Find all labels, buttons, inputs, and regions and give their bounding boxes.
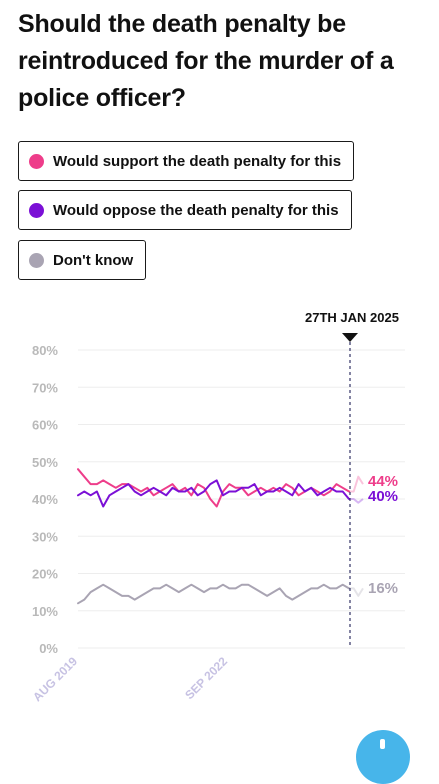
y-tick-label: 10% — [32, 604, 58, 619]
gridlines — [78, 349, 405, 649]
series-end-label: 44% — [368, 473, 398, 490]
y-tick-label: 30% — [32, 529, 58, 544]
series-line — [77, 583, 350, 605]
y-tick-label: 70% — [32, 380, 58, 395]
page-title: Should the death penalty be reintroduced… — [18, 10, 394, 112]
oppose-swatch-icon — [29, 202, 44, 218]
y-axis-ticks: 80% 70% 60% 50% 40% 30% 20% 10% 0% — [32, 343, 58, 656]
y-tick-label: 50% — [32, 455, 58, 470]
help-icon — [380, 739, 385, 749]
end-labels: 44%40% 16% — [368, 473, 398, 597]
series-line — [77, 479, 350, 508]
legend-item-oppose[interactable]: Would oppose the death penalty for this — [18, 190, 352, 230]
legend-item-support[interactable]: Would support the death penalty for this — [18, 141, 355, 181]
faded-tail-line — [349, 475, 364, 493]
marker-label: 27TH JAN 2025 — [305, 310, 399, 325]
series-end-label: 40% — [368, 488, 398, 505]
series-end-label: 16% — [368, 580, 398, 597]
y-tick-label: 0% — [39, 641, 58, 656]
x-tick-label: SEP 2022 — [182, 654, 230, 702]
y-tick-label: 60% — [32, 418, 58, 433]
series-lines — [77, 468, 350, 605]
support-swatch-icon — [29, 153, 44, 169]
x-tick-label: AUG 2019 — [30, 654, 80, 704]
faded-tail-line — [349, 498, 364, 504]
marker-arrow-icon — [342, 333, 358, 342]
help-button[interactable] — [356, 730, 410, 784]
legend-label-dont-know: Don't know — [53, 251, 134, 269]
y-tick-label: 80% — [32, 343, 58, 358]
y-tick-label: 40% — [32, 492, 58, 507]
date-marker: 27TH JAN 2025 — [305, 310, 399, 648]
series-line — [77, 468, 350, 508]
y-tick-label: 20% — [32, 567, 58, 582]
faded-tail-line — [349, 587, 364, 597]
line-chart: 80% 70% 60% 50% 40% 30% 20% 10% 0% AUG 2019 SEP 2… — [30, 310, 405, 704]
legend-item-dont-know[interactable]: Don't know — [18, 240, 147, 280]
legend-label-support: Would support the death penalty for this — [53, 152, 342, 170]
faded-tail-lines — [349, 475, 364, 597]
dont-know-swatch-icon — [29, 252, 44, 268]
legend-label-oppose: Would oppose the death penalty for this — [53, 201, 339, 219]
x-axis-ticks: AUG 2019 SEP 2022 — [30, 654, 230, 704]
